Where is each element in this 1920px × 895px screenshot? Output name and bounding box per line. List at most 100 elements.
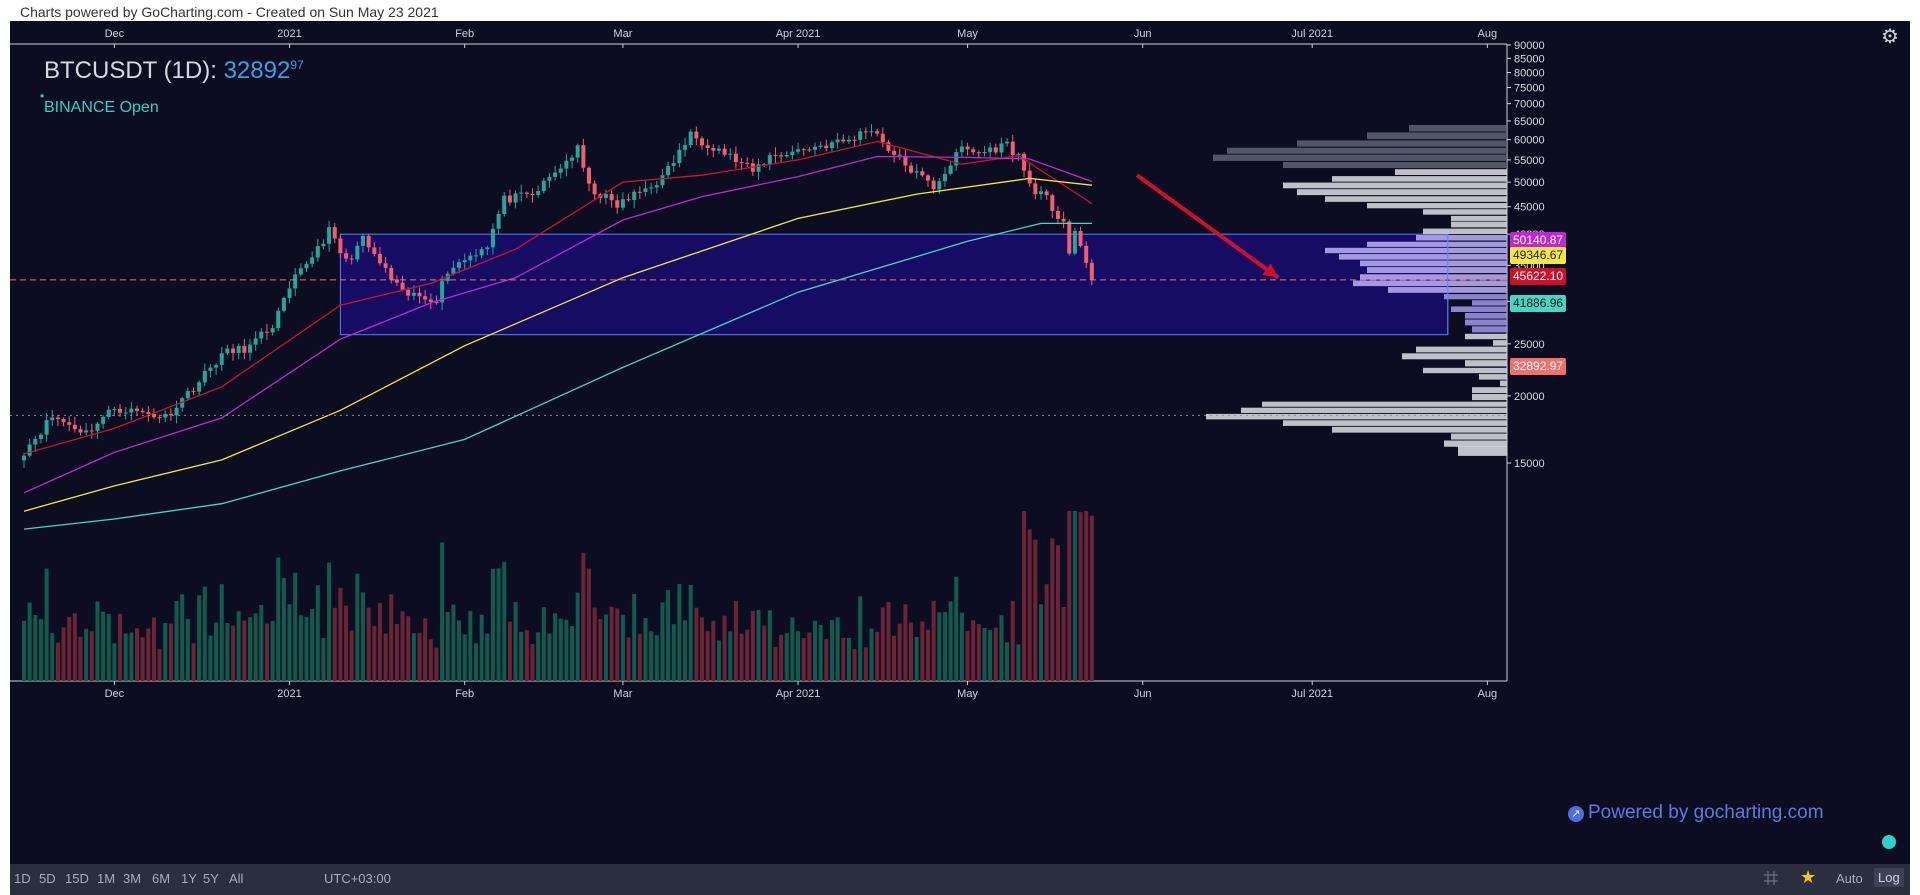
candle-body <box>174 407 179 416</box>
candle-body <box>829 142 834 149</box>
volume-bar <box>796 631 801 681</box>
timeframe-all-button[interactable]: All <box>229 871 244 886</box>
candle-body <box>632 191 637 201</box>
timeframe-1m-button[interactable]: 1M <box>97 871 116 886</box>
volume-bar <box>44 568 49 681</box>
y-tick-label: 80000 <box>1514 67 1545 79</box>
candle-body <box>852 139 857 141</box>
volume-bar <box>666 590 671 681</box>
volume-bar <box>903 604 908 681</box>
candle-body <box>739 162 744 164</box>
candle-body <box>841 139 846 142</box>
candle-body <box>920 171 925 176</box>
volume-bar <box>841 637 846 681</box>
volume-bar <box>202 586 207 681</box>
volume-bar <box>807 632 812 681</box>
timeframe-5d-button[interactable]: 5D <box>39 871 56 886</box>
volume-profile-bar <box>1332 426 1507 433</box>
volume-bar <box>620 614 625 681</box>
volume-profile-bar <box>1241 407 1507 413</box>
settings-gear-icon[interactable]: ⚙ <box>1881 26 1899 48</box>
volume-bar <box>445 612 450 681</box>
volume-bar <box>180 594 185 681</box>
volume-profile-bar <box>1339 254 1507 260</box>
candle-body <box>954 152 959 166</box>
timeframe-5y-button[interactable]: 5Y <box>203 871 219 886</box>
volume-bar <box>95 601 100 681</box>
candle-body <box>344 253 349 259</box>
grid-toggle-icon[interactable] <box>1763 870 1779 886</box>
volume-bar <box>813 620 817 681</box>
y-tick-label: 15000 <box>1514 458 1545 470</box>
volume-profile-bar <box>1360 274 1507 280</box>
timeframe-3m-button[interactable]: 3M <box>123 871 142 886</box>
y-tick-label: 60000 <box>1514 135 1545 147</box>
log-scale-button[interactable]: Log <box>1874 868 1904 887</box>
volume-bar <box>304 616 309 681</box>
price-chart[interactable]: Dec Dec 2021 2021 Feb Feb Mar Mar Apr 2021 Apr 20… <box>10 21 1910 864</box>
volume-bar <box>457 620 462 681</box>
volume-bar <box>332 607 337 681</box>
volume-bar <box>598 619 603 681</box>
volume-bar <box>485 633 490 681</box>
volume-bar <box>270 621 275 681</box>
volume-bar <box>863 647 868 681</box>
timezone-label[interactable]: UTC+03:00 <box>324 871 391 886</box>
volume-profile-bar <box>1423 367 1507 374</box>
candle-body <box>1033 183 1038 195</box>
volume-bar <box>869 628 874 681</box>
candle-body <box>457 262 462 268</box>
volume-bar <box>739 633 744 681</box>
candle-body <box>146 412 151 414</box>
candle-body <box>157 417 162 419</box>
moving-average-line <box>23 155 1093 494</box>
candle-body <box>123 412 128 414</box>
volume-bar <box>146 628 151 681</box>
volume-bar <box>914 636 919 681</box>
candle-body <box>818 145 823 147</box>
candle-body <box>603 194 608 198</box>
candle-body <box>490 228 495 248</box>
volume-bar <box>649 631 654 681</box>
volume-bar <box>462 634 467 681</box>
timeframe-6m-button[interactable]: 6M <box>152 871 171 886</box>
candle-body <box>519 192 524 194</box>
favorite-star-icon[interactable]: ★ <box>1800 867 1817 887</box>
candle-body <box>361 235 365 246</box>
volume-bar <box>1022 511 1027 681</box>
volume-bar <box>875 631 880 681</box>
timeframe-15d-button[interactable]: 15D <box>65 871 89 886</box>
timeframe-1d-button[interactable]: 1D <box>14 871 31 886</box>
candle-body <box>327 227 332 244</box>
candle-body <box>377 253 382 264</box>
volume-profile-bar <box>1465 319 1507 326</box>
timeframe-1y-button[interactable]: 1Y <box>181 871 197 886</box>
candle-body <box>1044 191 1049 196</box>
volume-bar <box>298 615 303 681</box>
candle-body <box>332 227 337 239</box>
candle-body <box>1084 245 1089 263</box>
candle-body <box>248 344 252 353</box>
x-tick-label-top: Feb <box>455 28 474 40</box>
volume-bar <box>553 613 558 681</box>
scroll-to-realtime-button[interactable] <box>1882 835 1896 849</box>
candle-body <box>756 164 761 172</box>
volume-bar <box>225 623 230 681</box>
candle-body <box>55 417 60 420</box>
volume-bar <box>338 587 343 681</box>
candle-body <box>637 191 642 193</box>
volume-bar <box>344 605 349 681</box>
candle-body <box>971 149 976 153</box>
volume-bar <box>507 621 512 681</box>
auto-scale-button[interactable]: Auto <box>1836 871 1863 886</box>
candle-body <box>824 145 829 149</box>
volume-bar <box>208 635 213 681</box>
chart-panel[interactable]: Dec Dec 2021 2021 Feb Feb Mar Mar Apr 2021 Apr 20… <box>10 21 1910 864</box>
y-tick-label: 20000 <box>1514 391 1545 403</box>
volume-bar <box>118 613 123 681</box>
volume-bar <box>728 631 733 681</box>
volume-bar <box>214 622 219 681</box>
volume-bar <box>417 632 422 681</box>
volume-bar <box>479 614 484 681</box>
y-tick-label: 75000 <box>1514 83 1545 95</box>
